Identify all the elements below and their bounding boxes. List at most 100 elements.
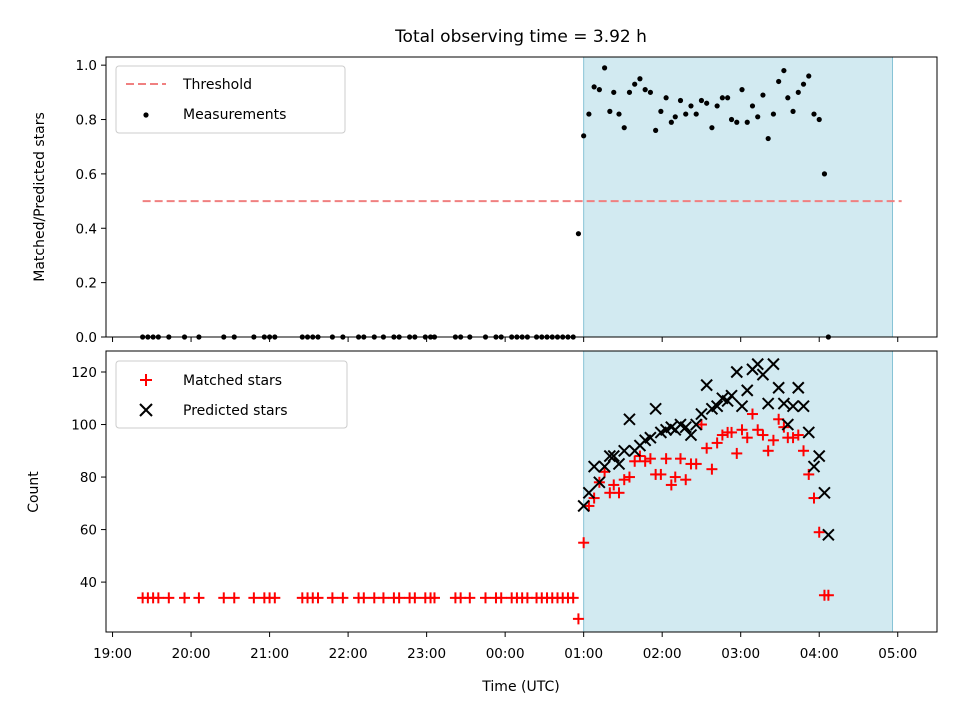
matched-star-point <box>644 453 656 465</box>
x-tick-label: 05:00 <box>878 646 917 662</box>
predicted-star-point <box>684 428 698 442</box>
matched-star-point <box>599 466 611 478</box>
measurement-point <box>642 87 648 93</box>
bottom-panel: 40 60 80 100 120 19:00 20:00 21:00 22:00 23:00 00… <box>26 350 938 695</box>
predicted-star-point <box>618 444 631 458</box>
matched-star-point <box>193 592 205 604</box>
matched-star-point <box>618 474 630 486</box>
measurement-point <box>586 111 592 117</box>
predicted-marker-b <box>582 486 596 500</box>
matched-star-point <box>179 592 191 604</box>
measurement-point <box>795 89 801 95</box>
predicted-marker-b <box>577 499 590 513</box>
predicted-marker-b <box>822 528 835 542</box>
measurement-point <box>816 116 822 123</box>
predicted-marker-b <box>761 397 775 410</box>
bottom-y-axis-label: Count <box>26 471 42 513</box>
matched-star-point <box>613 487 625 499</box>
predicted-star-point <box>751 357 764 371</box>
predicted-star-point <box>807 460 821 473</box>
predicted-marker-b <box>598 460 611 473</box>
predicted-marker-b <box>684 428 698 442</box>
measurement-point <box>785 95 791 101</box>
matched-star-point <box>480 592 492 604</box>
predicted-marker-b <box>587 460 601 473</box>
y-tick-label: 0.4 <box>76 221 97 237</box>
measurement-point <box>668 119 674 125</box>
x-axis-label: Time (UTC) <box>481 679 559 695</box>
matched-star-point <box>690 458 702 470</box>
matched-star-point <box>741 432 753 444</box>
predicted-star-point <box>623 413 636 426</box>
measurement-point <box>626 89 633 95</box>
measurement-point <box>725 95 731 101</box>
measurement-point <box>616 111 622 117</box>
measurement-point <box>790 108 796 114</box>
x-tick-label: 22:00 <box>329 646 368 662</box>
chart-title: Total observing time = 3.92 h <box>394 27 647 47</box>
y-tick-label: 0.8 <box>76 113 97 129</box>
predicted-star-point <box>802 426 815 439</box>
predicted-marker-b <box>786 399 800 413</box>
predicted-marker-b <box>797 399 810 413</box>
predicted-marker-b <box>730 365 743 379</box>
measurement-point <box>770 111 777 117</box>
measurement-point <box>739 87 745 93</box>
measurement-point <box>647 89 654 95</box>
matched-star-point <box>716 429 728 441</box>
predicted-marker-b <box>607 449 620 463</box>
matched-star-point <box>757 429 769 441</box>
predicted-marker-b <box>735 399 749 413</box>
matched-star-point <box>808 492 820 504</box>
top-legend: Threshold Measurements <box>115 65 346 134</box>
predicted-star-point <box>649 402 662 415</box>
predicted-star-point <box>593 476 606 489</box>
predicted-marker-b <box>802 426 815 439</box>
measurement-point <box>683 111 689 117</box>
measurement-point <box>704 100 710 106</box>
x-tick-label: 00:00 <box>486 646 525 662</box>
measurement-point <box>728 116 735 123</box>
matched-star-point <box>746 408 758 420</box>
predicted-marker-b <box>679 420 692 434</box>
x-tick-label: 04:00 <box>800 646 839 662</box>
y-tick-label: 40 <box>80 575 97 591</box>
y-tick-label: 0.6 <box>76 167 97 183</box>
predicted-marker-b <box>725 389 738 402</box>
x-tick-label: 01:00 <box>564 646 603 662</box>
matched-star-point <box>813 526 825 538</box>
top-y-ticks: 0.0 0.2 0.4 0.6 0.8 1.0 <box>76 58 106 346</box>
top-plot-frame <box>105 56 938 338</box>
measurement-point <box>821 171 828 177</box>
matched-star-point <box>218 592 230 604</box>
matched-star-point <box>358 592 370 604</box>
predicted-marker-b <box>741 384 754 397</box>
predicted-star-point <box>612 457 626 471</box>
measurements-series <box>140 65 831 340</box>
predicted-marker-b <box>818 486 831 500</box>
measurement-point <box>621 125 627 131</box>
predicted-star-point <box>772 381 785 394</box>
predicted-marker-b <box>700 378 713 392</box>
predicted-star-point <box>767 357 780 371</box>
predicted-marker-b <box>716 392 729 405</box>
matched-star-point <box>660 453 672 465</box>
x-tick-label: 20:00 <box>172 646 211 662</box>
measurement-point <box>698 97 705 104</box>
top-panel: 0.0 0.2 0.4 0.6 0.8 1.0 Matched/Predicted sta… <box>32 56 938 346</box>
predicted-marker-b <box>781 418 795 431</box>
observing-window-bottom <box>583 350 894 633</box>
predicted-star-point <box>582 486 596 500</box>
predicted-marker-b <box>777 397 791 410</box>
y-tick-label: 80 <box>80 470 97 486</box>
matched-star-point <box>312 592 324 604</box>
matched-star-point <box>248 592 260 604</box>
measurement-point <box>581 133 587 139</box>
matched-star-point <box>464 592 476 604</box>
predicted-star-point <box>700 378 713 392</box>
predicted-star-point <box>777 397 791 410</box>
predicted-star-point <box>756 368 770 381</box>
measurement-point <box>607 108 613 114</box>
matched-star-point <box>701 442 713 454</box>
x-tick-label: 03:00 <box>721 646 760 662</box>
